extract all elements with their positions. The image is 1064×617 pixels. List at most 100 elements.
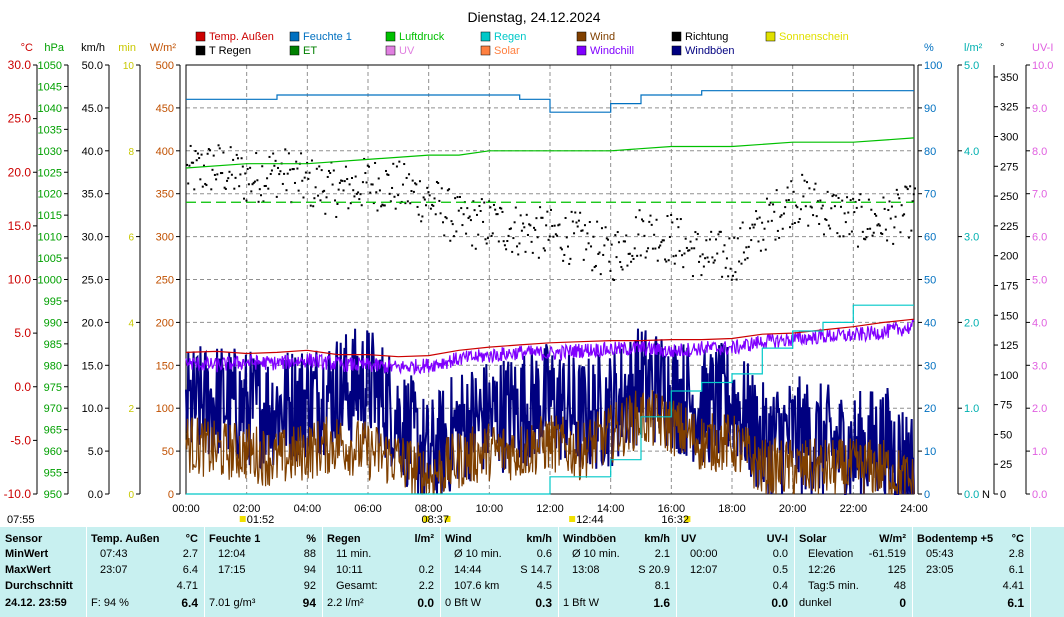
direction-point [499,206,502,209]
direction-point [484,238,487,241]
right-axis-tick-label: 10.0 [1032,60,1053,72]
direction-point [699,255,702,258]
uv-row-value: 0.0 [772,548,788,560]
direction-point [735,278,738,281]
direction-point [769,201,772,204]
direction-point [617,241,620,244]
direction-point [724,266,727,269]
direction-point [770,219,773,222]
direction-point [526,233,529,236]
direction-point [368,165,370,168]
direction-point [306,161,309,164]
direction-point [886,239,889,242]
direction-point [850,230,853,233]
row-label-min: MinWert [5,548,49,560]
direction-point [772,203,775,206]
direction-point [344,165,347,168]
direction-point [198,157,201,160]
left-axis-tick-label: 1035 [38,124,62,136]
left-axis-tick-label: 10.0 [82,403,103,415]
direction-point [193,188,196,191]
left-axis-tick-label: 1030 [38,146,62,158]
direction-point [799,208,802,211]
right-axis-tick-label: 125 [1000,340,1018,352]
direction-point [620,265,623,268]
direction-point [523,226,526,229]
wind-unit: km/h [526,533,552,545]
direction-point [855,206,858,209]
direction-point [628,252,631,255]
direction-point [222,151,225,154]
direction-point [778,236,781,239]
direction-point [312,205,315,208]
left-axis-tick-label: 0.0 [88,489,103,501]
right-axis-tick-label: 225 [1000,221,1018,233]
direction-point [710,230,713,233]
direction-point [386,173,389,176]
boden-unit: °C [1011,533,1024,545]
direction-point [861,230,864,233]
direction-point [513,221,516,224]
left-axis-tick-label: 35.0 [82,189,103,201]
direction-point [456,196,459,199]
regen-row-label: Gesamt: [336,580,378,592]
left-axis-unit: °C [21,42,33,54]
legend-label: T Regen [209,45,251,57]
direction-point [253,180,256,183]
direction-point [270,169,273,172]
direction-point [654,247,657,250]
direction-point [195,159,198,162]
right-axis-tick-label: 9.0 [1032,103,1047,115]
direction-point [644,256,647,259]
direction-point [219,172,222,175]
direction-point [696,232,699,235]
legend-label: Temp. Außen [209,31,274,43]
direction-point [883,207,886,210]
direction-point [819,199,822,202]
direction-point [662,239,665,242]
right-axis-tick-label: 7.0 [1032,189,1047,201]
direction-point [830,207,833,210]
direction-point [433,197,436,200]
legend-swatch [576,45,587,56]
right-axis-tick-label: 0.0 [1032,489,1047,501]
direction-point [668,235,671,238]
direction-point [705,239,708,242]
wind-row-value: 0.3 [535,596,552,610]
direction-point [240,157,243,160]
direction-point [502,240,505,243]
direction-point [486,237,489,240]
direction-point [188,164,191,167]
left-axis-tick-label: 15.0 [8,219,32,233]
legend-label: Sonnenschein [779,31,849,43]
direction-point [304,171,307,174]
direction-point [251,183,254,186]
left-axis-tick-label: 1025 [38,167,62,179]
direction-point [285,189,288,192]
direction-point [824,218,827,221]
direction-point [437,182,440,185]
right-axis-tick-label: 150 [1000,310,1018,322]
direction-point [613,278,616,281]
left-axis-tick-label: 970 [44,403,62,415]
left-axis-tick-label: 8 [128,147,134,158]
direction-point [615,256,618,259]
solar-row-value: 125 [887,564,906,576]
solar-row-label: 12:26 [808,564,836,576]
direction-point [236,157,239,160]
direction-point [742,251,745,254]
direction-point [681,254,684,257]
direction-point [255,152,258,155]
direction-point [423,198,426,201]
direction-point [247,183,250,186]
direction-point [704,257,707,260]
left-axis-tick-label: 30.0 [8,58,32,72]
wind-panel: Wind km/h Ø 10 min. 0.6 14:44 S 14.7 107.6 km 4… [440,527,559,617]
left-axis-tick-label: 20.0 [8,165,32,179]
direction-point [906,188,909,191]
direction-point [585,248,588,251]
direction-point [904,185,907,188]
direction-point [215,178,218,181]
direction-point [722,250,725,253]
left-axis-tick-label: 150 [156,360,174,372]
